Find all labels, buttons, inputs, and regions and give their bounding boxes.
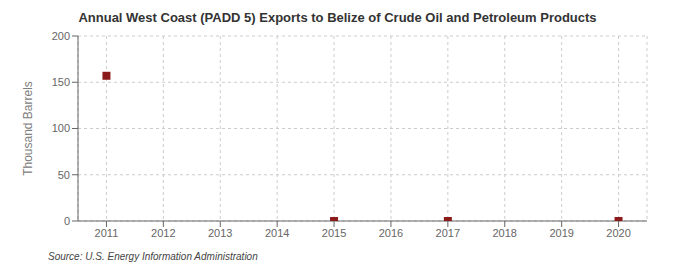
svg-text:2017: 2017 [436, 227, 460, 239]
svg-text:100: 100 [52, 122, 70, 134]
html-text:Annual West Coast (PADD 5) Exp: Annual West Coast (PADD 5) Exports to Be… [78, 10, 597, 25]
svg-text:50: 50 [58, 169, 70, 181]
svg-text:2018: 2018 [493, 227, 517, 239]
svg-text:2019: 2019 [549, 227, 573, 239]
svg-text:2011: 2011 [95, 227, 119, 239]
svg-text:150: 150 [52, 76, 70, 88]
svg-text:Thousand Barrels: Thousand Barrels [21, 81, 35, 176]
html-text:Source: U.S. Energy Informatio: Source: U.S. Energy Information Administ… [48, 251, 258, 262]
svg-text:2015: 2015 [322, 227, 346, 239]
svg-text:200: 200 [52, 30, 70, 42]
svg-text:2014: 2014 [265, 227, 289, 239]
svg-text:2020: 2020 [606, 227, 630, 239]
svg-text:0: 0 [64, 215, 70, 227]
svg-text:2012: 2012 [151, 227, 175, 239]
svg-text:2016: 2016 [379, 227, 403, 239]
svg-text:2013: 2013 [208, 227, 232, 239]
